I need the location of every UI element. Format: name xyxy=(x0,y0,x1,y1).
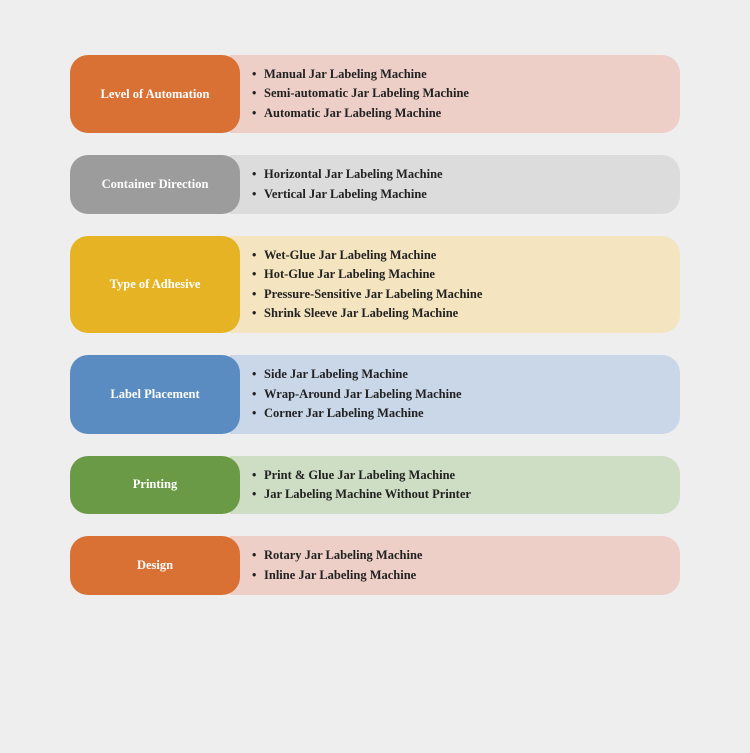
category-label: Design xyxy=(70,536,240,595)
category-content: Rotary Jar Labeling MachineInline Jar La… xyxy=(230,536,680,595)
list-item: Manual Jar Labeling Machine xyxy=(252,65,469,84)
category-label: Printing xyxy=(70,456,240,515)
list-item: Print & Glue Jar Labeling Machine xyxy=(252,466,471,485)
item-list: Side Jar Labeling MachineWrap-Around Jar… xyxy=(252,365,462,423)
diagram-container: Level of AutomationManual Jar Labeling M… xyxy=(70,55,680,595)
list-item: Side Jar Labeling Machine xyxy=(252,365,462,384)
list-item: Automatic Jar Labeling Machine xyxy=(252,104,469,123)
list-item: Wrap-Around Jar Labeling Machine xyxy=(252,385,462,404)
category-content: Horizontal Jar Labeling MachineVertical … xyxy=(230,155,680,214)
category-label: Container Direction xyxy=(70,155,240,214)
item-list: Print & Glue Jar Labeling MachineJar Lab… xyxy=(252,466,471,505)
item-list: Manual Jar Labeling MachineSemi-automati… xyxy=(252,65,469,123)
item-list: Wet-Glue Jar Labeling MachineHot-Glue Ja… xyxy=(252,246,482,324)
category-row: Level of AutomationManual Jar Labeling M… xyxy=(70,55,680,133)
category-content: Manual Jar Labeling MachineSemi-automati… xyxy=(230,55,680,133)
list-item: Shrink Sleeve Jar Labeling Machine xyxy=(252,304,482,323)
list-item: Vertical Jar Labeling Machine xyxy=(252,185,443,204)
category-label: Type of Adhesive xyxy=(70,236,240,334)
category-row: Type of AdhesiveWet-Glue Jar Labeling Ma… xyxy=(70,236,680,334)
category-label: Label Placement xyxy=(70,355,240,433)
category-row: Printing Print & Glue Jar Labeling Machin… xyxy=(70,456,680,515)
item-list: Rotary Jar Labeling MachineInline Jar La… xyxy=(252,546,422,585)
category-content: Side Jar Labeling MachineWrap-Around Jar… xyxy=(230,355,680,433)
list-item: Horizontal Jar Labeling Machine xyxy=(252,165,443,184)
list-item: Semi-automatic Jar Labeling Machine xyxy=(252,84,469,103)
category-row: Label PlacementSide Jar Labeling Machine… xyxy=(70,355,680,433)
list-item: Wet-Glue Jar Labeling Machine xyxy=(252,246,482,265)
item-list: Horizontal Jar Labeling MachineVertical … xyxy=(252,165,443,204)
category-content: Print & Glue Jar Labeling MachineJar Lab… xyxy=(230,456,680,515)
list-item: Rotary Jar Labeling Machine xyxy=(252,546,422,565)
list-item: Pressure-Sensitive Jar Labeling Machine xyxy=(252,285,482,304)
category-label: Level of Automation xyxy=(70,55,240,133)
list-item: Jar Labeling Machine Without Printer xyxy=(252,485,471,504)
list-item: Hot-Glue Jar Labeling Machine xyxy=(252,265,482,284)
list-item: Inline Jar Labeling Machine xyxy=(252,566,422,585)
list-item: Corner Jar Labeling Machine xyxy=(252,404,462,423)
category-content: Wet-Glue Jar Labeling MachineHot-Glue Ja… xyxy=(230,236,680,334)
category-row: Design Rotary Jar Labeling MachineInline … xyxy=(70,536,680,595)
category-row: Container Direction Horizontal Jar Labeli… xyxy=(70,155,680,214)
